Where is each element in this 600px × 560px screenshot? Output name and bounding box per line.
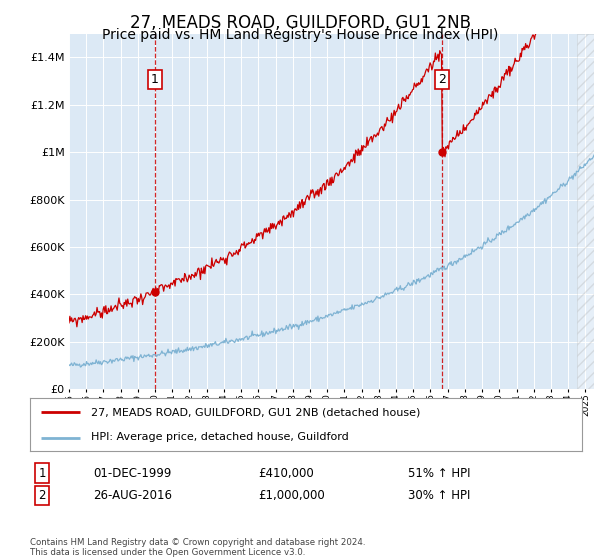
Text: 30% ↑ HPI: 30% ↑ HPI <box>408 489 470 502</box>
Text: 01-DEC-1999: 01-DEC-1999 <box>93 466 172 480</box>
Text: Price paid vs. HM Land Registry's House Price Index (HPI): Price paid vs. HM Land Registry's House … <box>102 28 498 42</box>
Bar <box>577 34 594 389</box>
Text: 27, MEADS ROAD, GUILDFORD, GU1 2NB (detached house): 27, MEADS ROAD, GUILDFORD, GU1 2NB (deta… <box>91 408 420 418</box>
Text: Contains HM Land Registry data © Crown copyright and database right 2024.
This d: Contains HM Land Registry data © Crown c… <box>30 538 365 557</box>
Text: 27, MEADS ROAD, GUILDFORD, GU1 2NB: 27, MEADS ROAD, GUILDFORD, GU1 2NB <box>130 14 470 32</box>
Text: 1: 1 <box>151 73 159 86</box>
Text: £410,000: £410,000 <box>258 466 314 480</box>
Text: 2: 2 <box>38 489 46 502</box>
Text: 1: 1 <box>38 466 46 480</box>
Text: 2: 2 <box>438 73 446 86</box>
Text: 26-AUG-2016: 26-AUG-2016 <box>93 489 172 502</box>
Text: 51% ↑ HPI: 51% ↑ HPI <box>408 466 470 480</box>
Text: HPI: Average price, detached house, Guildford: HPI: Average price, detached house, Guil… <box>91 432 349 442</box>
Text: £1,000,000: £1,000,000 <box>258 489 325 502</box>
